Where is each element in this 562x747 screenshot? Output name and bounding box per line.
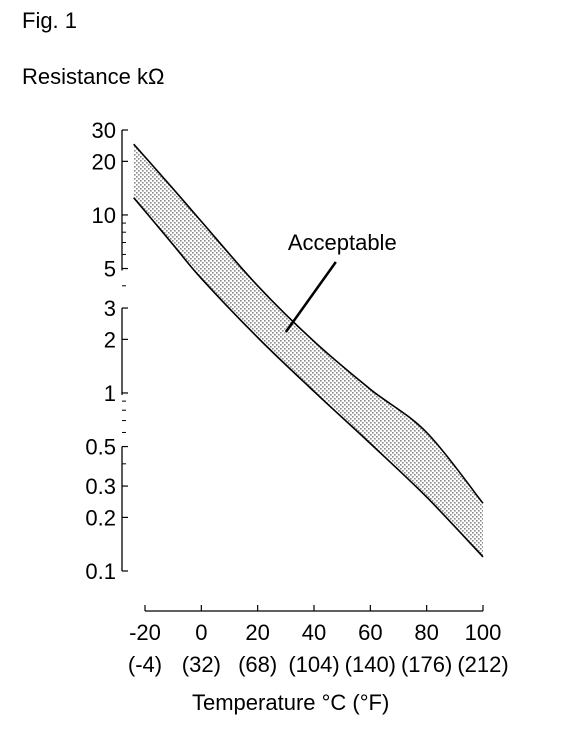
x-tick-label-celsius: 60 (358, 620, 382, 645)
x-tick-label-celsius: 100 (465, 620, 502, 645)
y-tick-label: 3 (104, 296, 116, 321)
acceptable-band-fill (133, 144, 483, 557)
annotation-acceptable: Acceptable (288, 230, 397, 255)
y-tick-label: 2 (104, 327, 116, 352)
y-tick-label: 10 (92, 203, 116, 228)
x-tick-label-fahrenheit: (212) (457, 652, 508, 677)
x-tick-label-fahrenheit: (176) (401, 652, 452, 677)
figure-label: Fig. 1 (22, 8, 78, 33)
y-tick-label: 1 (104, 381, 116, 406)
x-tick-label-celsius: 40 (302, 620, 326, 645)
lower-limit-line (133, 197, 484, 558)
tick-labels: 30 20 10 5 3 2 1 0.5 0.3 0.2 0.1 -20 (-4) 0 (32) 20 (68)… (85, 118, 508, 677)
acceptable-band (133, 143, 484, 558)
annotation-leader (284, 261, 337, 333)
y-tick-label: 0.5 (85, 435, 116, 460)
x-tick-label-fahrenheit: (32) (182, 652, 221, 677)
y-tick-label: 5 (104, 257, 116, 282)
x-tick-label-celsius: 0 (195, 620, 207, 645)
y-tick-label: 0.2 (85, 505, 116, 530)
y-tick-label: 20 (92, 149, 116, 174)
y-axis-label: Resistance kΩ (22, 64, 165, 89)
upper-limit-line (133, 143, 484, 504)
y-tick-label: 0.1 (85, 559, 116, 584)
x-tick-label-fahrenheit: (104) (288, 652, 339, 677)
y-tick-label: 0.3 (85, 474, 116, 499)
x-axis-label: Temperature °C (°F) (192, 690, 390, 715)
x-tick-label-fahrenheit: (140) (345, 652, 396, 677)
x-tick-label-fahrenheit: (-4) (128, 652, 162, 677)
x-tick-label-celsius: 80 (414, 620, 438, 645)
x-tick-label-celsius: 20 (245, 620, 269, 645)
y-tick-label: 30 (92, 118, 116, 143)
x-tick-label-fahrenheit: (68) (238, 652, 277, 677)
axes (121, 129, 484, 612)
x-tick-label-celsius: -20 (129, 620, 161, 645)
